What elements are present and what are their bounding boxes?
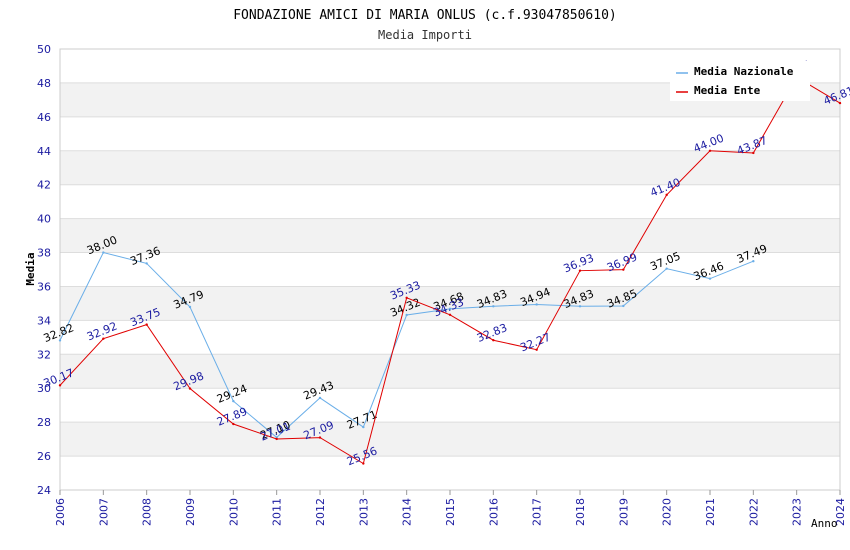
data-point-media-ente (58, 384, 62, 387)
data-point-media-ente (188, 387, 192, 390)
data-point-media-nazionale (405, 313, 408, 317)
y-axis-label: Media (24, 252, 37, 285)
y-tick-label: 36 (37, 280, 51, 293)
data-point-media-nazionale (665, 267, 668, 270)
y-tick-label: 44 (37, 145, 51, 158)
x-tick-label: 2016 (487, 498, 500, 526)
data-point-media-ente (838, 101, 842, 105)
data-label-media-ente: 36.99 (605, 250, 639, 274)
y-tick-label: 50 (37, 43, 51, 56)
legend-label-media-ente: Media Ente (694, 84, 761, 97)
data-point-media-ente (318, 436, 322, 439)
x-tick-label: 2019 (617, 498, 630, 526)
x-tick-label: 2017 (531, 498, 544, 526)
x-tick-label: 2021 (704, 498, 717, 526)
data-label-media-nazionale: 36.46 (692, 259, 726, 283)
chart-title: FONDAZIONE AMICI DI MARIA ONLUS (c.f.930… (233, 8, 617, 23)
legend: Media Nazionale Media Ente (670, 61, 810, 101)
y-tick-label: 24 (37, 484, 51, 497)
x-tick-label: 2008 (141, 498, 154, 526)
data-label-media-ente: 32.83 (475, 321, 509, 345)
data-point-media-ente (448, 313, 452, 316)
data-point-media-ente (708, 149, 712, 152)
data-point-media-nazionale (102, 251, 105, 254)
data-point-media-nazionale (448, 307, 452, 311)
data-point-media-nazionale (188, 305, 192, 309)
y-tick-label: 32 (37, 348, 51, 361)
data-point-media-nazionale (708, 277, 712, 280)
y-tick-label: 48 (37, 77, 51, 90)
data-point-media-nazionale (145, 262, 148, 265)
data-point-media-nazionale (232, 399, 235, 403)
x-tick-label: 2024 (834, 498, 847, 526)
data-point-media-nazionale (535, 303, 538, 306)
legend-label-media-nazionale: Media Nazionale (694, 65, 794, 78)
data-point-media-ente (492, 339, 495, 342)
x-tick-label: 2015 (444, 498, 457, 526)
grid-band (60, 354, 840, 389)
data-label-media-ente: 36.93 (562, 252, 596, 276)
grid-band (60, 218, 840, 253)
y-tick-label: 42 (37, 179, 51, 192)
x-tick-label: 2006 (54, 498, 67, 526)
x-tick-label: 2020 (661, 498, 674, 526)
data-point-media-ente (622, 268, 625, 271)
data-point-media-nazionale (578, 305, 582, 308)
x-tick-label: 2014 (401, 498, 414, 526)
x-axis-label: Anno (811, 517, 838, 530)
x-axis: 2006 2007 2008 2009 2010 2011 2012 2013 2014 2015… (54, 490, 847, 526)
data-point-media-ente (405, 296, 408, 300)
data-point-media-ente (275, 437, 278, 441)
y-tick-label: 46 (37, 111, 51, 124)
data-point-media-ente (665, 193, 668, 197)
y-tick-label: 28 (37, 416, 51, 429)
y-tick-label: 40 (37, 213, 51, 226)
x-tick-label: 2022 (747, 498, 760, 526)
x-tick-label: 2011 (271, 498, 284, 526)
y-tick-label: 34 (37, 314, 51, 327)
data-point-media-nazionale (58, 339, 62, 342)
x-tick-label: 2010 (227, 498, 240, 526)
grid-band (60, 150, 840, 185)
y-tick-label: 38 (37, 247, 51, 260)
data-point-media-ente (752, 151, 755, 155)
grid-band (60, 422, 840, 457)
y-axis: 24 26 28 30 32 34 36 38 40 42 44 46 48 50 (37, 43, 51, 497)
y-tick-label: 26 (37, 450, 51, 463)
y-tick-label: 30 (37, 382, 51, 395)
x-tick-label: 2012 (314, 498, 327, 526)
data-point-media-nazionale (752, 259, 755, 263)
data-point-media-ente (362, 462, 365, 465)
legend-box (670, 61, 810, 101)
data-label-media-ente: 32.27 (518, 331, 552, 355)
data-point-media-ente (102, 337, 105, 340)
data-point-media-nazionale (622, 304, 625, 308)
data-point-media-ente (535, 348, 538, 351)
data-point-media-nazionale (492, 305, 495, 308)
x-tick-label: 2018 (574, 498, 587, 526)
data-point-media-ente (578, 269, 582, 272)
x-tick-label: 2023 (791, 498, 804, 526)
x-tick-label: 2007 (97, 498, 110, 526)
x-tick-label: 2013 (357, 498, 370, 526)
data-point-media-nazionale (318, 396, 322, 400)
series-line-media-nazionale (59, 251, 754, 439)
chart-subtitle: Media Importi (378, 28, 472, 42)
data-point-media-nazionale (362, 425, 365, 429)
x-tick-label: 2009 (184, 498, 197, 526)
data-point-media-ente (145, 323, 148, 326)
data-point-media-ente (232, 422, 235, 426)
